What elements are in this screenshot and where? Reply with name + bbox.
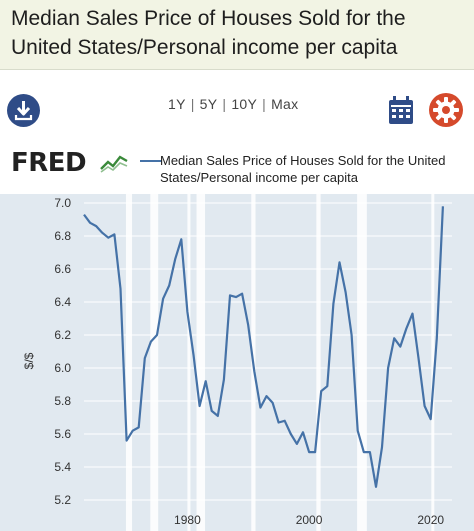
recession-band: [431, 194, 435, 531]
y-tick-label: 6.8: [54, 229, 71, 243]
chart: 5.2 5.4 5.6 5.8 6.0 6.2 6.4 6.6 6.8 7.0 1980 2000 2…: [54, 194, 452, 531]
y-tick-label: 6.6: [54, 262, 71, 276]
recession-band: [187, 194, 191, 531]
y-tick-label: 5.8: [54, 394, 71, 408]
gear-icon: [429, 93, 463, 127]
x-tick-label: 1980: [174, 513, 201, 527]
recession-band: [150, 194, 159, 531]
y-tick-label: 5.4: [54, 460, 71, 474]
legend-label: Median Sales Price of Houses Sold for th…: [160, 153, 446, 185]
settings-button[interactable]: [428, 92, 464, 128]
calendar-button[interactable]: [388, 95, 414, 125]
y-tick-label: 6.0: [54, 361, 71, 375]
title-bar: Median Sales Price of Houses Sold for th…: [0, 0, 474, 70]
recession-band: [316, 194, 321, 531]
download-icon: [14, 101, 33, 121]
legend-line: [140, 160, 162, 162]
chart-line-icon: [99, 150, 129, 174]
recession-band: [125, 194, 133, 531]
range-separator: |: [190, 96, 195, 112]
y-tick-labels: 5.2 5.4 5.6 5.8 6.0 6.2 6.4 6.6 6.8 7.0: [54, 196, 71, 507]
range-separator: |: [222, 96, 227, 112]
download-button[interactable]: [7, 94, 40, 127]
y-tick-label: 6.4: [54, 295, 71, 309]
y-tick-label: 5.6: [54, 427, 71, 441]
range-separator: |: [262, 96, 267, 112]
series-layer: [83, 206, 444, 488]
gridlines: [84, 202, 452, 501]
range-max[interactable]: Max: [271, 96, 299, 112]
range-5y[interactable]: 5Y: [199, 96, 218, 112]
range-selector: 1Y | 5Y | 10Y | Max: [168, 96, 298, 112]
y-tick-label: 5.2: [54, 493, 71, 507]
recession-band: [357, 194, 367, 531]
page-title: Median Sales Price of Houses Sold for th…: [11, 7, 406, 59]
range-1y[interactable]: 1Y: [168, 96, 186, 112]
y-axis-label: $/$: [22, 352, 36, 370]
series-line: [83, 206, 444, 488]
recession-band: [196, 194, 206, 531]
x-tick-label: 2000: [296, 513, 323, 527]
recession-bands: [125, 194, 435, 531]
calendar-icon: [389, 96, 413, 124]
plot-panel: [0, 194, 474, 531]
range-10y[interactable]: 10Y: [231, 96, 258, 112]
y-tick-label: 7.0: [54, 196, 71, 210]
y-tick-label: 6.2: [54, 328, 71, 342]
fred-logo[interactable]: FRED: [11, 148, 87, 178]
x-tick-labels: 1980 2000 2020: [174, 513, 444, 527]
x-tick-label: 2020: [417, 513, 444, 527]
